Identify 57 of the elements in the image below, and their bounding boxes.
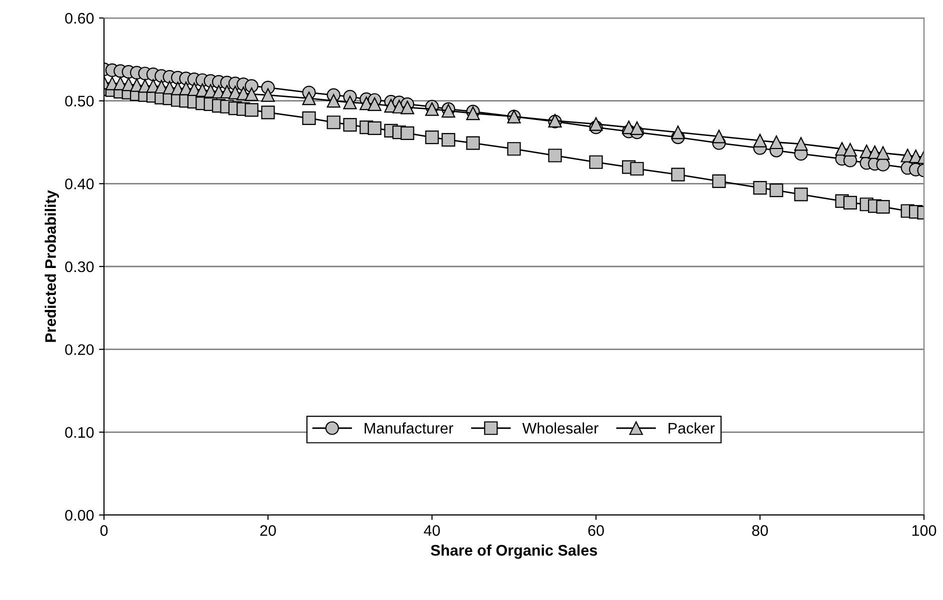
point	[671, 126, 685, 140]
x-tick-label: 0	[100, 525, 108, 536]
x-tick-label: 100	[912, 525, 936, 536]
point	[326, 116, 340, 130]
point	[261, 88, 275, 102]
point	[425, 130, 439, 144]
y-tick-label: 0.10	[65, 427, 94, 438]
legend-label: Packer	[668, 422, 715, 434]
point	[753, 134, 767, 148]
point	[876, 158, 890, 172]
point	[244, 87, 258, 102]
point	[589, 117, 603, 131]
x-axis-title: Share of Organic Sales	[430, 544, 598, 559]
point	[400, 126, 414, 140]
legend-label: Manufacturer	[364, 422, 454, 434]
point	[548, 148, 562, 162]
point	[244, 103, 258, 117]
y-tick-label: 0.00	[65, 510, 94, 521]
point	[368, 97, 382, 111]
x-tick-label: 20	[260, 525, 276, 536]
point	[261, 106, 275, 120]
point	[876, 146, 890, 160]
y-tick-label: 0.50	[65, 96, 94, 107]
point	[794, 188, 808, 202]
point	[368, 121, 382, 135]
x-tick-label: 40	[424, 525, 440, 536]
point	[326, 94, 340, 108]
point	[712, 174, 726, 188]
point	[442, 132, 456, 147]
point	[876, 200, 890, 214]
point	[843, 142, 858, 157]
point	[425, 102, 439, 116]
point	[302, 111, 316, 126]
point	[770, 183, 784, 198]
point	[507, 142, 521, 156]
point	[466, 136, 480, 150]
point	[630, 121, 644, 135]
point	[794, 137, 808, 151]
point	[753, 181, 767, 195]
y-tick-label: 0.60	[65, 12, 94, 24]
point	[589, 155, 603, 169]
point	[843, 196, 858, 210]
point	[671, 168, 685, 182]
x-tick-label: 80	[752, 525, 768, 536]
point	[343, 118, 357, 132]
y-axis-title: Predicted Probability	[44, 190, 59, 342]
point	[630, 162, 644, 176]
legend-label: Wholesaler	[522, 422, 598, 434]
y-tick-label: 0.20	[65, 344, 94, 356]
point	[770, 135, 784, 150]
point	[400, 100, 414, 114]
point	[343, 96, 357, 110]
point	[712, 130, 726, 144]
y-tick-label: 0.40	[65, 178, 94, 190]
point	[302, 92, 316, 106]
y-tick-label: 0.30	[65, 261, 94, 272]
x-tick-label: 60	[588, 525, 604, 536]
